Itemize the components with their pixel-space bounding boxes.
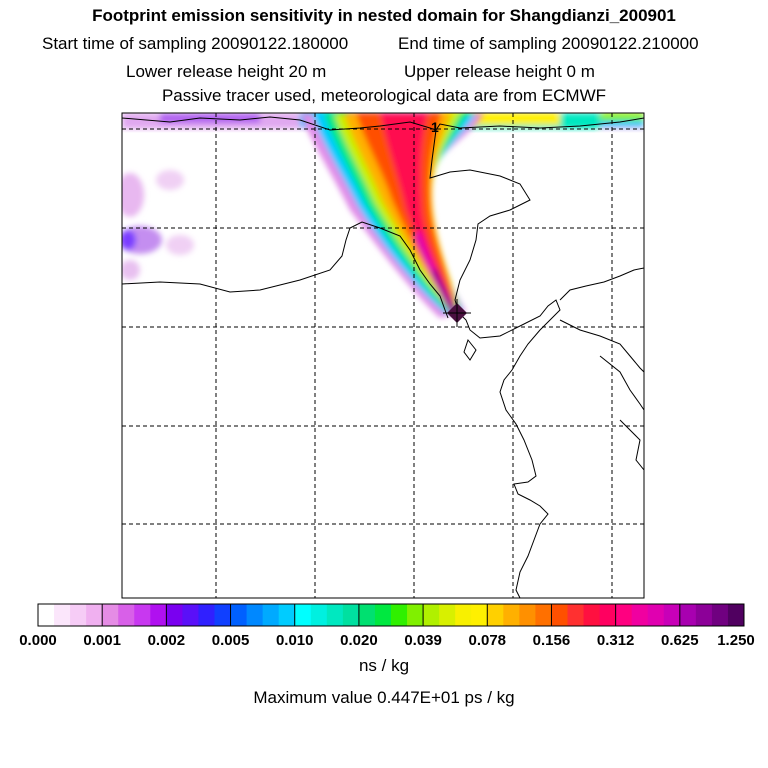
plot-title: Footprint emission sensitivity in nested… [92, 6, 676, 25]
colorbar-swatch [278, 604, 296, 626]
colorbar-swatch [54, 604, 71, 626]
colorbar-tick-label: 0.002 [148, 632, 186, 649]
colorbar-tick-label: 0.625 [661, 632, 699, 649]
upper-release-label: Upper release height 0 m [404, 62, 595, 81]
colorbar-swatch [663, 604, 681, 626]
colorbar-swatch [439, 604, 456, 626]
colorbar-swatch [342, 604, 360, 626]
colorbar-swatch [583, 604, 601, 626]
colorbar-swatch [214, 604, 232, 626]
plume [300, 113, 484, 318]
colorbar-swatch [102, 604, 119, 626]
map-frame [121, 112, 645, 599]
colorbar-swatch [262, 604, 280, 626]
colorbar-swatch [503, 604, 520, 626]
colorbar-tick-label: 0.039 [404, 632, 442, 649]
colorbar-swatch [567, 604, 585, 626]
colorbar-tick-label: 0.010 [276, 632, 314, 649]
lower-release-label: Lower release height 20 m [126, 62, 327, 81]
colorbar-swatch [246, 604, 264, 626]
end-time-label: End time of sampling 20090122.210000 [398, 34, 699, 53]
colorbar-tick-label: 0.000 [19, 632, 57, 649]
colorbar-swatch [166, 604, 183, 626]
receptor-site-marker [443, 299, 471, 327]
colorbar-swatch [615, 604, 633, 626]
colorbar-swatch [407, 604, 424, 626]
colorbar-tick-label: 0.020 [340, 632, 378, 649]
tracer-note: Passive tracer used, meteorological data… [161, 86, 607, 105]
colorbar-tick-label: 0.005 [212, 632, 250, 649]
colorbar-swatch [455, 604, 472, 626]
colorbar-tick-label: 0.078 [468, 632, 506, 649]
colorbar-swatch [551, 604, 568, 626]
colorbar-swatch [695, 604, 713, 626]
start-time-label: Start time of sampling 20090122.180000 [42, 34, 349, 53]
colorbar-swatch [599, 604, 617, 626]
colorbar-swatch [391, 604, 408, 626]
footprint-field [122, 113, 644, 598]
maximum-value-label: Maximum value 0.447E+01 ps / kg [253, 688, 515, 707]
colorbar-swatch [487, 604, 504, 626]
colorbar-frame [37, 603, 745, 627]
colorbar-swatch [535, 604, 552, 626]
colorbar-units: ns / kg [358, 656, 410, 675]
colorbar-swatch [326, 604, 344, 626]
colorbar-swatch [38, 604, 55, 626]
western-sensitivity-patches [122, 170, 194, 280]
colorbar-swatch [134, 604, 151, 626]
colorbar-swatch [182, 604, 199, 626]
colorbar-tick-label: 1.250 [717, 632, 755, 649]
colorbar-swatch [294, 604, 312, 626]
colorbar-swatch [374, 604, 392, 626]
colorbar-swatch [358, 604, 376, 626]
map-label-1: 1 [431, 119, 439, 135]
colorbar-swatch [150, 604, 167, 626]
colorbar-swatch [647, 604, 665, 626]
colorbar-swatch [679, 604, 697, 626]
colorbar-tick-label: 0.001 [83, 632, 121, 649]
colorbar-swatch [86, 604, 103, 626]
colorbar-swatch [631, 604, 649, 626]
map-grid [122, 113, 644, 598]
colorbar-swatch [423, 604, 440, 626]
colorbar-swatch [519, 604, 536, 626]
colorbar-tick-label: 0.156 [533, 632, 571, 649]
colorbar-swatch [711, 604, 729, 626]
colorbar-swatch [310, 604, 328, 626]
colorbar-swatch [230, 604, 248, 626]
colorbar-swatch [727, 604, 745, 626]
colorbar-swatch [70, 604, 87, 626]
colorbar-swatch [471, 604, 488, 626]
colorbar-swatch [198, 604, 215, 626]
colorbar-swatch [118, 604, 135, 626]
colorbar-tick-label: 0.312 [597, 632, 635, 649]
colorbar: 0.000 0.001 0.002 0.005 0.010 0.020 0.039 0.078… [19, 603, 755, 649]
